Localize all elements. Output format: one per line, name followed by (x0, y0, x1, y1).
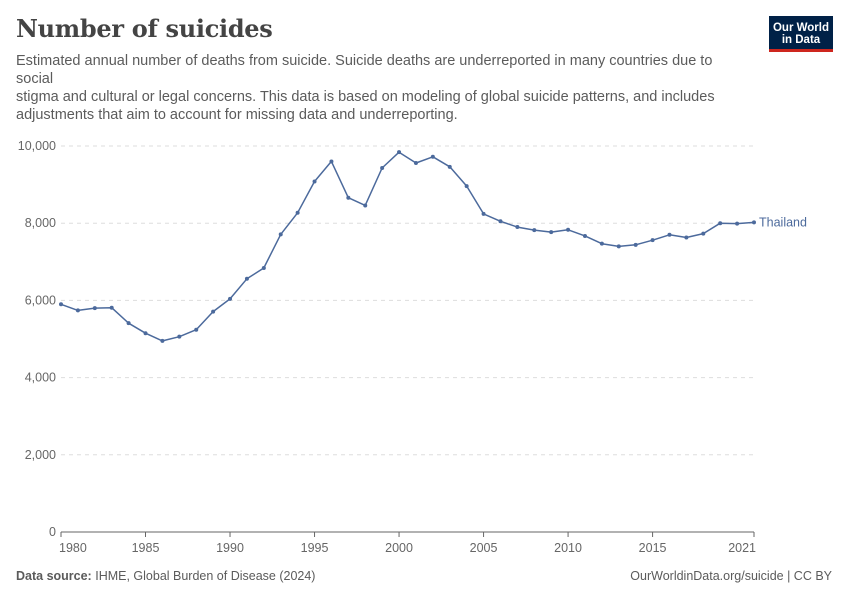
y-tick-label: 2,000 (25, 448, 56, 462)
subtitle-line-1: Estimated annual number of deaths from s… (16, 53, 713, 87)
chart-subtitle: Estimated annual number of deaths from s… (16, 52, 746, 124)
subtitle-line-2: stigma and cultural or legal concerns. T… (16, 89, 715, 105)
logo-line-1: Our World (772, 22, 829, 34)
series-label: Thailand (759, 215, 807, 229)
y-tick-label: 6,000 (25, 293, 56, 307)
logo-line-2: in Data (781, 34, 821, 46)
data-point (464, 184, 469, 189)
subtitle-line-3: adjustments that aim to account for miss… (16, 107, 458, 123)
series-thailand: Thailand (59, 150, 807, 343)
x-tick-label: 2021 (728, 541, 756, 555)
x-tick-label: 2010 (554, 541, 582, 555)
data-point (599, 241, 604, 246)
data-point (684, 235, 689, 240)
owid-logo[interactable]: Our World in Data (769, 16, 833, 52)
data-point (363, 203, 368, 208)
x-tick-label: 1995 (301, 541, 329, 555)
data-point (481, 211, 486, 216)
data-point (278, 232, 283, 237)
data-point (532, 228, 537, 233)
data-point (735, 221, 740, 226)
data-point (701, 231, 706, 236)
data-point (752, 220, 756, 225)
data-point (430, 154, 435, 159)
data-source-label: Data source: (16, 569, 92, 583)
data-point (566, 227, 571, 232)
data-point (633, 242, 638, 247)
data-point (549, 230, 554, 235)
data-point (92, 306, 97, 311)
data-point (397, 150, 402, 155)
data-point (346, 195, 351, 200)
series-line (60, 151, 755, 342)
data-point (295, 210, 300, 215)
x-tick-label: 1980 (59, 541, 87, 555)
data-point (718, 221, 723, 226)
data-point (582, 233, 587, 238)
y-tick-label: 4,000 (25, 371, 56, 385)
y-tick-label: 8,000 (25, 216, 56, 230)
data-point (650, 238, 655, 243)
data-point (126, 321, 131, 326)
data-point (59, 302, 63, 307)
y-tick-label: 0 (49, 525, 56, 539)
data-point (312, 179, 317, 184)
x-tick-label: 2015 (639, 541, 667, 555)
data-point (228, 296, 233, 301)
data-point (498, 219, 503, 224)
x-tick-label: 2005 (470, 541, 498, 555)
data-source-text[interactable]: IHME, Global Burden of Disease (2024) (95, 569, 316, 583)
data-point (177, 334, 182, 339)
data-point (211, 309, 216, 314)
data-point (244, 276, 249, 281)
data-point (194, 327, 199, 332)
credit-link[interactable]: OurWorldinData.org/suicide | CC BY (630, 569, 832, 583)
data-point (143, 331, 148, 336)
data-point (616, 244, 621, 249)
data-point (380, 166, 385, 171)
data-point (447, 164, 452, 169)
axes: 0 2,000 4,000 6,000 8,000 10,000 1980 1985 1990 1… (18, 139, 756, 555)
data-source: Data source: IHME, Global Burden of Dise… (16, 569, 315, 583)
x-tick-label: 1985 (132, 541, 160, 555)
y-tick-label: 10,000 (18, 139, 56, 153)
data-point (75, 308, 80, 313)
data-point (413, 160, 418, 165)
data-point (667, 232, 672, 237)
data-point (329, 159, 334, 164)
data-point (261, 265, 266, 270)
chart-title: Number of suicides (16, 14, 273, 43)
x-tick-label: 2000 (385, 541, 413, 555)
data-point (515, 225, 520, 230)
gridlines (61, 145, 754, 456)
data-point (160, 338, 165, 343)
x-tick-label: 1990 (216, 541, 244, 555)
data-point (109, 305, 114, 310)
